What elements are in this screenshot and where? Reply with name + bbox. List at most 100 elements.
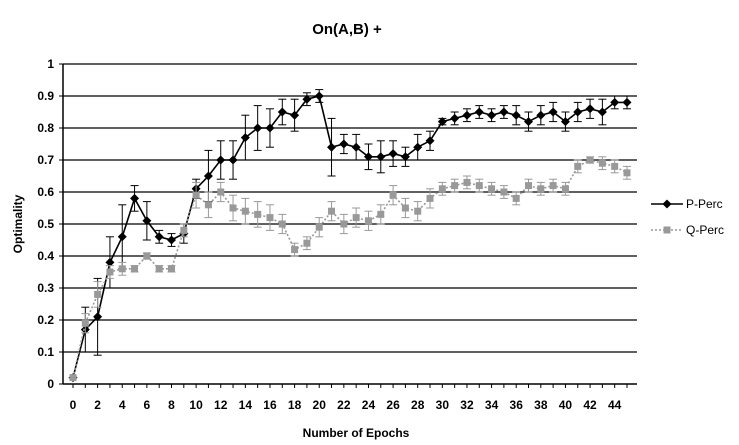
data-point — [290, 110, 300, 120]
data-point — [437, 117, 447, 127]
data-point — [327, 142, 337, 152]
data-point — [81, 319, 89, 327]
data-point — [450, 113, 460, 123]
data-point — [574, 162, 582, 170]
y-axis-label: Optimality — [11, 194, 25, 253]
data-point — [376, 152, 386, 162]
y-tick-label: 0.6 — [37, 185, 54, 199]
data-point — [426, 194, 434, 202]
data-point — [105, 257, 115, 267]
y-tick-label: 0.8 — [37, 121, 54, 135]
data-point — [204, 201, 212, 209]
x-tick-label: 44 — [608, 398, 622, 412]
x-tick-label: 32 — [460, 398, 474, 412]
data-point — [217, 188, 225, 196]
x-tick-label: 20 — [313, 398, 327, 412]
data-point — [413, 142, 423, 152]
x-tick-labels: 0 2 4 6 8 10 12 14 16 18 20 22 24 26 28 30 32 34 36 38 40 42 4… — [70, 384, 628, 412]
x-tick-label: 16 — [263, 398, 277, 412]
data-point — [438, 185, 446, 193]
y-tick-label: 1 — [47, 57, 54, 71]
data-point — [425, 136, 435, 146]
legend-label: Q-Perc — [686, 223, 724, 237]
data-point — [611, 162, 619, 170]
x-tick-label: 34 — [485, 398, 499, 412]
data-point — [339, 139, 349, 149]
data-point — [462, 110, 472, 120]
data-point — [118, 265, 126, 273]
data-point — [291, 246, 299, 254]
data-point — [401, 204, 409, 212]
x-axis-label: Number of Epochs — [303, 426, 410, 440]
x-tick-label: 0 — [70, 398, 77, 412]
data-point — [277, 107, 287, 117]
data-point — [352, 214, 360, 222]
data-point — [93, 312, 103, 322]
data-point — [585, 104, 595, 114]
x-tick-label: 38 — [534, 398, 548, 412]
data-point — [488, 185, 496, 193]
data-point — [549, 182, 557, 190]
x-tick-label: 2 — [94, 398, 101, 412]
data-point — [241, 207, 249, 215]
data-point — [463, 178, 471, 186]
x-tick-label: 4 — [119, 398, 126, 412]
data-point — [142, 216, 152, 226]
data-point — [130, 193, 140, 203]
data-point — [192, 191, 200, 199]
series-line — [72, 95, 627, 378]
data-point — [474, 107, 484, 117]
data-point — [203, 171, 213, 181]
data-point — [586, 156, 594, 164]
data-point — [328, 207, 336, 215]
data-point — [340, 220, 348, 228]
data-point — [229, 204, 237, 212]
legend-label: P-Perc — [686, 197, 723, 211]
data-point — [143, 252, 151, 260]
data-point — [69, 374, 77, 382]
grid-lines — [63, 63, 637, 353]
data-point — [623, 169, 631, 177]
data-point — [228, 155, 238, 165]
data-point — [499, 107, 509, 117]
y-tick-labels: 0 0.1 0.2 0.3 0.4 0.5 0.6 0.7 0.8 0.9 1 — [37, 57, 63, 391]
x-tick-label: 12 — [214, 398, 228, 412]
x-tick-label: 28 — [411, 398, 425, 412]
data-point — [216, 155, 226, 165]
y-tick-label: 0.9 — [37, 89, 54, 103]
x-tick-label: 30 — [436, 398, 450, 412]
series-Q-Perc — [69, 156, 631, 382]
x-tick-label: 36 — [510, 398, 524, 412]
data-point — [524, 117, 534, 127]
legend-marker — [662, 199, 672, 209]
data-point — [512, 194, 520, 202]
data-point — [265, 123, 275, 133]
x-tick-label: 14 — [239, 398, 253, 412]
data-point — [622, 97, 632, 107]
data-point — [154, 232, 164, 242]
data-point — [363, 152, 373, 162]
legend-box — [645, 192, 727, 242]
data-point — [500, 188, 508, 196]
x-tick-label: 10 — [189, 398, 203, 412]
data-point — [451, 182, 459, 190]
data-point — [377, 210, 385, 218]
data-point — [389, 191, 397, 199]
data-point — [266, 214, 274, 222]
data-point — [388, 149, 398, 159]
x-tick-label: 8 — [168, 398, 175, 412]
data-point — [414, 207, 422, 215]
data-point — [155, 265, 163, 273]
data-point — [314, 91, 324, 101]
data-point — [364, 217, 372, 225]
data-point — [400, 152, 410, 162]
data-point — [278, 220, 286, 228]
legend: P-Perc Q-Perc — [645, 192, 727, 242]
data-point — [180, 226, 188, 234]
data-point — [94, 290, 102, 298]
data-point — [561, 185, 569, 193]
series-layer — [68, 89, 632, 383]
data-point — [525, 182, 533, 190]
y-tick-label: 0.2 — [37, 313, 54, 327]
